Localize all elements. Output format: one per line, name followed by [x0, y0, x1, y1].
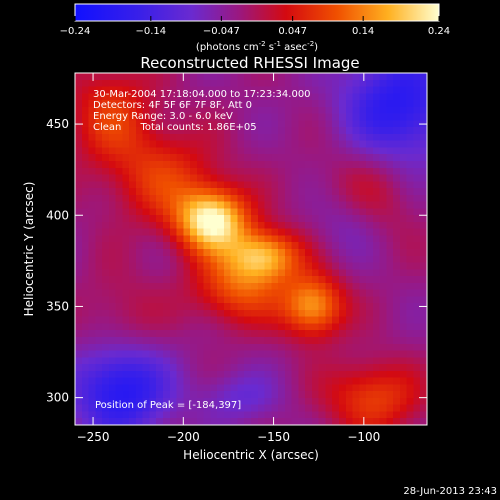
y-tick-label: 400: [46, 208, 69, 222]
chart-title: Reconstructed RHESSI Image: [140, 54, 359, 72]
colorbar-tick-label: −0.047: [203, 26, 240, 37]
x-tick-label: −250: [77, 430, 110, 444]
y-tick-label: 350: [46, 299, 69, 313]
y-axis-ticks: 300 350 400 450: [46, 117, 427, 405]
x-tick-label: −150: [257, 430, 290, 444]
colorbar-tick-label: 0.24: [428, 26, 450, 37]
y-tick-label: 300: [46, 391, 69, 405]
plot-frame: [74, 72, 428, 426]
colorbar-tick-label: 0.14: [352, 26, 374, 37]
colorbar-gradient: [74, 3, 440, 22]
colorbar-unit: (photons cm-2 s-1 asec-2): [196, 40, 318, 53]
colorbar-ticks: −0.24 −0.14 −0.047 0.047 0.14 0.24: [60, 16, 450, 37]
info-detectors: Detectors: 4F 5F 6F 7F 8F, Att 0: [93, 100, 252, 111]
colorbar-tick-label: −0.24: [60, 26, 91, 37]
colorbar-tick-label: 0.047: [278, 26, 307, 37]
y-tick-label: 450: [46, 117, 69, 131]
x-axis-label: Heliocentric X (arcsec): [183, 448, 319, 462]
heatmap-image: [75, 73, 427, 425]
info-time: 30-Mar-2004 17:18:04.000 to 17:23:34.000: [93, 89, 311, 100]
info-energy: Energy Range: 3.0 - 6.0 keV: [93, 111, 233, 122]
x-axis-ticks: −250 −200 −150 −100: [77, 73, 380, 444]
x-tick-label: −200: [167, 430, 200, 444]
y-axis-label: Heliocentric Y (arcsec): [22, 182, 36, 317]
info-block: 30-Mar-2004 17:18:04.000 to 17:23:34.000…: [93, 89, 311, 133]
colorbar-tick-label: −0.14: [136, 26, 167, 37]
colorbar: −0.24 −0.14 −0.047 0.047 0.14 0.24 (photons c…: [60, 3, 450, 53]
info-counts: Clean Total counts: 1.86E+05: [93, 122, 257, 133]
footer-timestamp: 28-Jun-2013 23:43: [403, 486, 497, 497]
x-tick-label: −100: [347, 430, 380, 444]
peak-position: Position of Peak = [-184,397]: [95, 400, 241, 411]
